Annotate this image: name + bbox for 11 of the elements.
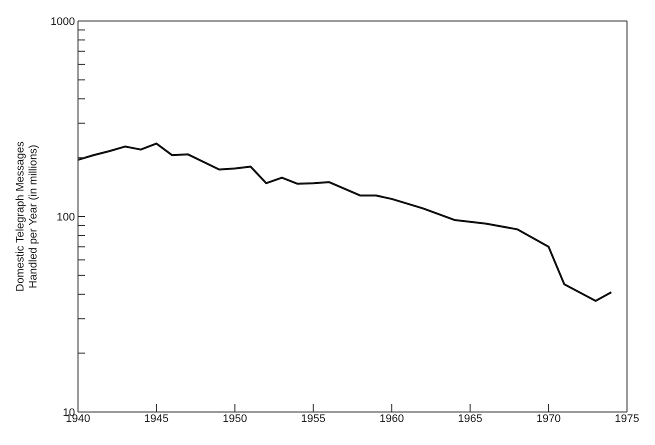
- x-tick-label: 1975: [614, 412, 640, 425]
- x-tick-label: 1945: [144, 412, 169, 425]
- y-tick-label: 1000: [50, 16, 75, 28]
- line-series: [78, 142, 612, 302]
- x-tick-label: 1960: [379, 412, 404, 425]
- y-tick-label: 100: [56, 211, 75, 224]
- x-tick-label: 1965: [458, 412, 482, 425]
- x-tick-label: 1970: [536, 412, 561, 425]
- x-tick-label: 1950: [222, 412, 248, 425]
- y-axis-title: Domestic Telegraph Messages Handled per Year (in millions): [14, 140, 40, 292]
- x-tick-label: 1955: [301, 412, 326, 425]
